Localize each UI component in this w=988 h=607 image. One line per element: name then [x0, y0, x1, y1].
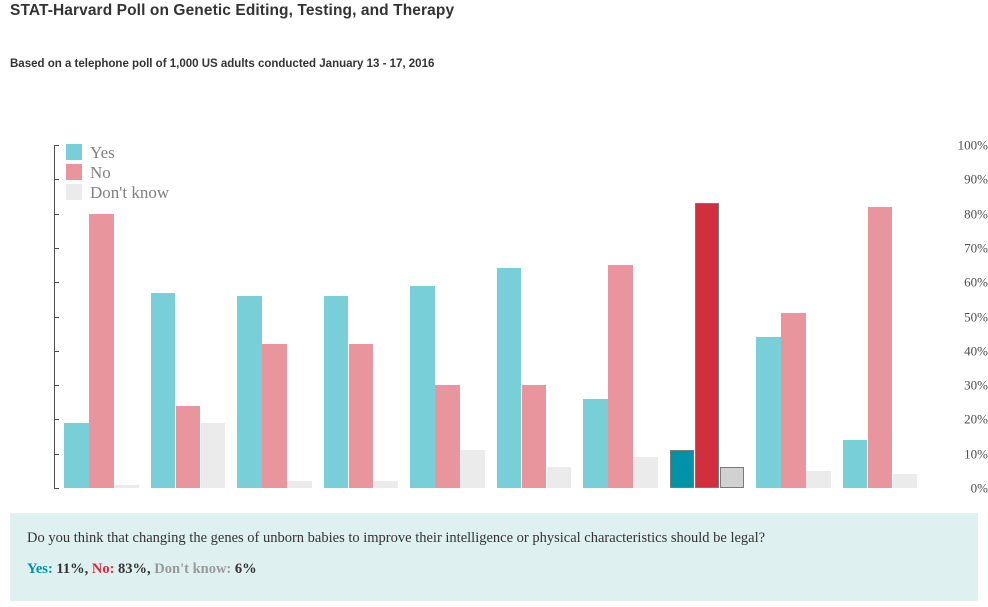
bar-dont-know[interactable] — [546, 467, 571, 488]
legend-label-no: No — [90, 162, 111, 182]
bar-no[interactable] — [262, 343, 287, 488]
bar-group[interactable] — [323, 145, 398, 488]
bar-no[interactable] — [694, 203, 719, 488]
bar-dont-know[interactable] — [287, 481, 312, 488]
bar-dont-know[interactable] — [719, 467, 744, 488]
y-axis-tick — [54, 350, 59, 352]
legend-item-no: No — [66, 162, 169, 182]
poll-bar-chart: 100% 90% 80% 70% 60% 50% 40% 30% 20% 10% 0% Yes No… — [0, 130, 988, 505]
legend-swatch-yes — [66, 144, 82, 160]
chart-legend: Yes No Don't know — [66, 142, 169, 202]
legend-item-yes: Yes — [66, 142, 169, 162]
y-axis-label: 100% — [957, 137, 988, 153]
bar-yes[interactable] — [237, 295, 262, 488]
caption-question-text: Do you think that changing the genes of … — [27, 530, 766, 546]
bar-yes[interactable] — [410, 285, 435, 488]
bar-group[interactable] — [150, 145, 225, 488]
y-axis-label: 80% — [964, 206, 988, 222]
bar-dont-know[interactable] — [373, 481, 398, 488]
bar-no[interactable] — [521, 385, 546, 488]
legend-swatch-no — [66, 164, 82, 180]
caption-dont-know-value: 6% — [234, 561, 257, 578]
bar-group[interactable] — [669, 145, 744, 488]
bar-dont-know[interactable] — [460, 450, 485, 488]
bar-yes[interactable] — [150, 292, 175, 488]
bar-dont-know[interactable] — [633, 457, 658, 488]
bar-group[interactable] — [756, 145, 831, 488]
y-axis-tick — [54, 213, 59, 215]
bar-no[interactable] — [781, 313, 806, 488]
y-axis-tick — [54, 419, 59, 421]
y-axis-tick — [54, 385, 59, 387]
caption-yes-key: Yes: — [27, 561, 53, 578]
legend-swatch-dont-know — [66, 184, 82, 200]
bar-group[interactable] — [410, 145, 485, 488]
bar-yes[interactable] — [669, 450, 694, 488]
bar-no[interactable] — [867, 206, 892, 488]
bar-no[interactable] — [348, 343, 373, 488]
y-axis-tick — [54, 316, 59, 318]
bar-group[interactable] — [64, 145, 139, 488]
page-subtitle: Based on a telephone poll of 1,000 US ad… — [10, 58, 435, 70]
legend-item-dont-know: Don't know — [66, 182, 169, 202]
caption-results-line: Yes: 11%, No: 83%, Don't know: 6% — [27, 561, 961, 578]
y-axis-label: 0% — [970, 480, 988, 496]
page-title: STAT-Harvard Poll on Genetic Editing, Te… — [10, 2, 455, 19]
question-caption-panel: Do you think that changing the genes of … — [10, 513, 978, 601]
bar-group[interactable] — [583, 145, 658, 488]
y-axis-label: 20% — [964, 411, 988, 427]
caption-dont-know-key: Don't know: — [154, 561, 232, 578]
y-axis-label: 70% — [964, 240, 988, 256]
y-axis-tick — [54, 488, 59, 489]
legend-label-dont-know: Don't know — [90, 182, 170, 202]
bar-dont-know[interactable] — [114, 484, 139, 488]
y-axis-label: 40% — [964, 343, 988, 359]
caption-no-key: No: — [91, 561, 115, 578]
caption-yes-value: 11%, — [56, 561, 89, 578]
y-axis-label: 10% — [964, 446, 988, 462]
bar-group[interactable] — [842, 145, 917, 488]
y-axis-tick — [54, 179, 59, 181]
bar-group[interactable] — [237, 145, 312, 488]
legend-label-yes: Yes — [90, 142, 115, 162]
bar-no[interactable] — [89, 213, 114, 488]
bar-yes[interactable] — [583, 398, 608, 488]
bar-yes[interactable] — [64, 422, 89, 488]
y-axis-tick — [54, 145, 59, 146]
y-axis-tick — [54, 247, 59, 249]
y-axis-tick — [54, 282, 59, 284]
bar-yes[interactable] — [756, 337, 781, 488]
bar-group[interactable] — [496, 145, 571, 488]
bar-yes[interactable] — [496, 268, 521, 488]
y-axis-label: 60% — [964, 274, 988, 290]
y-axis-tick — [54, 453, 59, 455]
bar-dont-know[interactable] — [200, 422, 225, 488]
y-axis-label: 90% — [964, 171, 988, 187]
y-axis-label: 30% — [964, 377, 988, 393]
bar-no[interactable] — [175, 405, 200, 488]
y-axis-label: 50% — [964, 309, 988, 324]
bar-no[interactable] — [435, 385, 460, 488]
bar-dont-know[interactable] — [892, 474, 917, 488]
caption-no-value: 83%, — [118, 561, 151, 578]
bar-dont-know[interactable] — [806, 470, 831, 488]
bar-no[interactable] — [608, 265, 633, 488]
bar-yes[interactable] — [323, 295, 348, 488]
chart-plot-area — [55, 145, 980, 488]
bar-yes[interactable] — [842, 439, 867, 488]
